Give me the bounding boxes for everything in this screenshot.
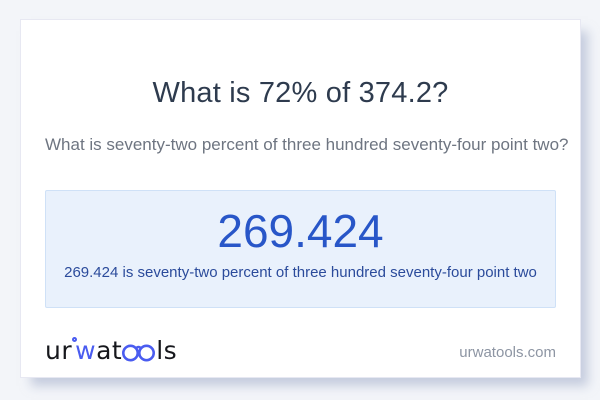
logo-text-w: w [75,336,97,365]
card-footer: ur wat ls urwatools.com [45,335,556,367]
urwatools-logo: ur wat ls [45,335,177,367]
question-title: What is 72% of 374.2? [152,77,449,109]
logo-text-at: at [96,336,123,365]
answer-value: 269.424 [217,205,384,257]
glasses-oo-icon [122,344,156,362]
site-url: urwatools.com [459,344,556,361]
logo-text-ls: ls [156,336,178,365]
question-subtitle: What is seventy-two percent of three hun… [45,135,569,154]
degree-ring-icon [72,337,78,342]
result-card: What is 72% of 374.2? What is seventy-tw… [20,19,581,378]
logo-text-ur: ur [45,336,73,365]
answer-box: 269.424 269.424 is seventy-two percent o… [45,190,556,308]
answer-sentence: 269.424 is seventy-two percent of three … [64,264,537,281]
